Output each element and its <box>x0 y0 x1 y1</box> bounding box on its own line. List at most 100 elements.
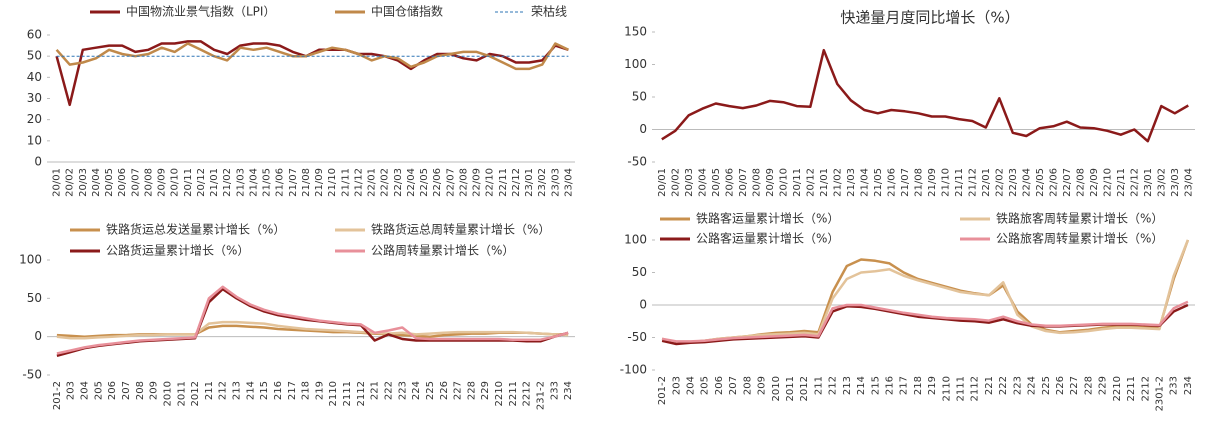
x-tick-label: 22/04 <box>406 168 417 197</box>
x-tick-label: 21/11 <box>340 168 351 197</box>
legend-label: 铁路旅客周转量累计增长（%） <box>996 211 1163 226</box>
x-tick-label: 207 <box>121 381 132 400</box>
x-tick-label: 20/02 <box>65 168 76 197</box>
x-tick-label: 22/05 <box>419 168 430 197</box>
x-tick-label: 22/07 <box>445 168 456 197</box>
x-tick-label: 2111 <box>956 376 967 401</box>
x-tick-label: 2112 <box>356 381 367 406</box>
x-tick-label: 2210 <box>1112 376 1123 401</box>
x-tick-label: 217 <box>899 376 910 395</box>
x-tick-label: 215 <box>259 381 270 400</box>
x-tick-label: 21/11 <box>954 168 965 197</box>
x-tick-label: 23/03 <box>550 168 561 197</box>
x-tick-label: 228 <box>1083 376 1094 395</box>
x-tick-label: 204 <box>686 376 697 395</box>
x-tick-label: 233 <box>1169 376 1180 395</box>
series-line <box>56 285 569 355</box>
x-tick-label: 21/02 <box>222 168 233 197</box>
legend-label: 中国仓储指数 <box>371 4 443 19</box>
x-tick-label: 222 <box>998 376 1009 395</box>
x-tick-label: 21/03 <box>235 168 246 197</box>
x-tick-label: 2210 <box>494 381 505 406</box>
x-tick-label: 219 <box>314 381 325 400</box>
legend-label: 铁路货运总发送量累计增长（%） <box>106 222 285 237</box>
x-tick-label: 224 <box>411 381 422 400</box>
x-tick-label: 219 <box>927 376 938 395</box>
x-tick-label: 211 <box>813 376 824 395</box>
x-tick-label: 226 <box>1055 376 1066 395</box>
y-tick-label: 0 <box>34 155 42 169</box>
x-tick-label: 22/02 <box>994 168 1005 197</box>
x-tick-label: 20/01 <box>52 168 63 197</box>
x-tick-label: 20/04 <box>697 168 708 197</box>
x-tick-label: 234 <box>1183 376 1194 395</box>
x-tick-label: 20/01 <box>657 168 668 197</box>
x-tick-label: 20/07 <box>130 168 141 197</box>
x-tick-label: 23/02 <box>1156 168 1167 197</box>
x-tick-label: 22/06 <box>432 168 443 197</box>
x-tick-label: 224 <box>1027 376 1038 395</box>
x-tick-label: 23/03 <box>1170 168 1181 197</box>
x-tick-label: 225 <box>1041 376 1052 395</box>
x-tick-label: 227 <box>453 381 464 400</box>
x-tick-label: 21/12 <box>353 168 364 197</box>
x-tick-label: 21/09 <box>314 168 325 197</box>
x-tick-label: 208 <box>742 376 753 395</box>
x-tick-label: 21/07 <box>900 168 911 197</box>
y-tick-label: 50 <box>27 291 42 305</box>
legend-label: 铁路货运总周转量累计增长（%） <box>371 222 550 237</box>
x-tick-label: 23/04 <box>1183 168 1194 197</box>
y-tick-label: 100 <box>19 253 42 267</box>
x-tick-label: 212 <box>828 376 839 395</box>
x-tick-label: 21/07 <box>288 168 299 197</box>
x-tick-label: 22/07 <box>1062 168 1073 197</box>
x-tick-label: 20/12 <box>196 168 207 197</box>
x-tick-label: 2010 <box>162 381 173 406</box>
x-tick-label: 205 <box>700 376 711 395</box>
x-tick-label: 2011 <box>785 376 796 401</box>
x-tick-label: 2211 <box>1126 376 1137 401</box>
x-tick-label: 20/06 <box>724 168 735 197</box>
x-tick-label: 22/09 <box>472 168 483 197</box>
x-tick-label: 22/12 <box>1129 168 1140 197</box>
x-tick-label: 23/04 <box>563 168 574 197</box>
x-tick-label: 207 <box>728 376 739 395</box>
x-tick-label: 22/11 <box>498 168 509 197</box>
x-tick-label: 20/08 <box>143 168 154 197</box>
x-tick-label: 2110 <box>328 381 339 406</box>
x-tick-label: 218 <box>913 376 924 395</box>
x-tick-label: 21/01 <box>209 168 220 197</box>
x-tick-label: 227 <box>1069 376 1080 395</box>
x-tick-label: 206 <box>714 376 725 395</box>
x-tick-label: 209 <box>149 381 160 400</box>
x-tick-label: 209 <box>757 376 768 395</box>
x-tick-label: 21/09 <box>927 168 938 197</box>
x-tick-label: 2301-2 <box>1154 376 1165 411</box>
x-tick-label: 20/11 <box>792 168 803 197</box>
x-tick-label: 206 <box>107 381 118 400</box>
x-tick-label: 221 <box>984 376 995 395</box>
y-tick-label: 50 <box>632 90 647 104</box>
x-tick-label: 204 <box>80 381 91 400</box>
x-tick-label: 21/02 <box>832 168 843 197</box>
x-tick-label: 22/02 <box>380 168 391 197</box>
x-tick-label: 201-2 <box>657 376 668 405</box>
x-tick-label: 20/08 <box>751 168 762 197</box>
x-tick-label: 2212 <box>522 381 533 406</box>
x-tick-label: 22/04 <box>1021 168 1032 197</box>
x-tick-label: 21/03 <box>846 168 857 197</box>
x-tick-label: 22/10 <box>1102 168 1113 197</box>
x-tick-label: 21/06 <box>886 168 897 197</box>
x-tick-label: 2211 <box>508 381 519 406</box>
y-tick-label: 50 <box>632 265 647 279</box>
x-tick-label: 214 <box>245 381 256 400</box>
x-tick-label: 228 <box>466 381 477 400</box>
y-tick-label: 30 <box>27 91 42 105</box>
x-tick-label: 2010 <box>771 376 782 401</box>
x-tick-label: 22/01 <box>367 168 378 197</box>
x-tick-label: 22/03 <box>1008 168 1019 197</box>
x-tick-label: 21/12 <box>967 168 978 197</box>
x-tick-label: 234 <box>563 381 574 400</box>
series-line <box>55 42 569 71</box>
x-tick-label: 22/01 <box>981 168 992 197</box>
